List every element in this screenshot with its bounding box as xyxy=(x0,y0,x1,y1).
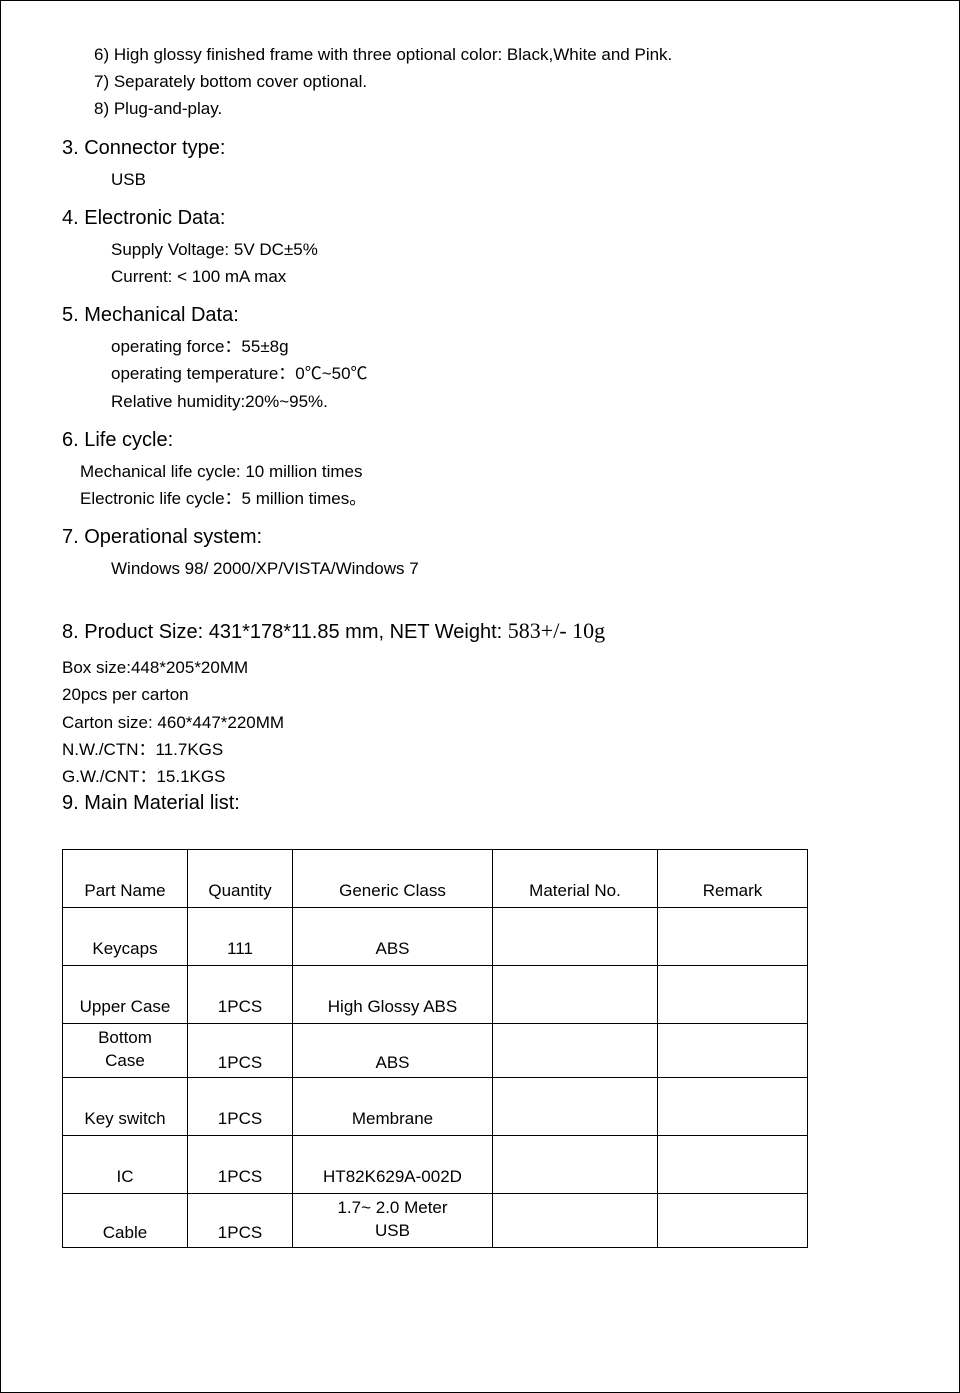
cell-gen: 1.7~ 2.0 MeterUSB xyxy=(293,1194,493,1248)
table-row: Cable 1PCS 1.7~ 2.0 MeterUSB xyxy=(63,1194,808,1248)
cell-gen: HT82K629A-002D xyxy=(293,1136,493,1194)
section-4-line-2: Current: < 100 mA max xyxy=(111,263,904,290)
section-8-weight: 583+/- 10g xyxy=(508,618,605,643)
cell-qty: 1PCS xyxy=(188,1024,293,1078)
table-row: IC 1PCS HT82K629A-002D xyxy=(63,1136,808,1194)
cell-rem xyxy=(658,1024,808,1078)
document-page: 6) High glossy finished frame with three… xyxy=(0,0,960,1393)
cell-rem xyxy=(658,1136,808,1194)
cell-part: BottomCase xyxy=(63,1024,188,1078)
section-5-title: 5. Mechanical Data: xyxy=(62,304,904,327)
cell-qty: 1PCS xyxy=(188,966,293,1024)
material-table: Part Name Quantity Generic Class Materia… xyxy=(62,849,808,1248)
section-3-body: USB xyxy=(111,166,904,193)
section-5-line-3: Relative humidity:20%~95%. xyxy=(111,388,904,415)
pkg-line-2: 20pcs per carton xyxy=(62,681,904,708)
section-4-title: 4. Electronic Data: xyxy=(62,207,904,230)
cell-gen: Membrane xyxy=(293,1078,493,1136)
pkg-line-4: N.W./CTN：11.7KGS xyxy=(62,736,904,763)
section-5-line-1: operating force：55±8g xyxy=(111,333,904,360)
cell-rem xyxy=(658,1194,808,1248)
feature-item-8: 8) Plug-and-play. xyxy=(94,95,904,122)
cell-part: Cable xyxy=(63,1194,188,1248)
section-8-title: 8. Product Size: 431*178*11.85 mm, NET W… xyxy=(62,618,904,644)
cell-part: Key switch xyxy=(63,1078,188,1136)
cell-qty: 1PCS xyxy=(188,1078,293,1136)
pkg-line-3: Carton size: 460*447*220MM xyxy=(62,709,904,736)
section-9-title: 9. Main Material list: xyxy=(62,792,904,815)
cell-qty: 111 xyxy=(188,908,293,966)
pkg-line-5: G.W./CNT：15.1KGS xyxy=(62,763,904,790)
section-7-line-1: Windows 98/ 2000/XP/VISTA/Windows 7 xyxy=(111,555,904,582)
th-material-no: Material No. xyxy=(493,850,658,908)
cell-rem xyxy=(658,966,808,1024)
section-4-line-1: Supply Voltage: 5V DC±5% xyxy=(111,236,904,263)
cell-gen: High Glossy ABS xyxy=(293,966,493,1024)
cell-mat xyxy=(493,1024,658,1078)
cell-rem xyxy=(658,908,808,966)
cell-part: Upper Case xyxy=(63,966,188,1024)
cell-mat xyxy=(493,1078,658,1136)
cell-qty: 1PCS xyxy=(188,1136,293,1194)
cell-mat xyxy=(493,1194,658,1248)
cell-part: Keycaps xyxy=(63,908,188,966)
cell-mat xyxy=(493,908,658,966)
table-header-row: Part Name Quantity Generic Class Materia… xyxy=(63,850,808,908)
th-quantity: Quantity xyxy=(188,850,293,908)
feature-item-7: 7) Separately bottom cover optional. xyxy=(94,68,904,95)
section-8-title-a: 8. Product Size: 431*178*11.85 mm, NET W… xyxy=(62,621,502,643)
table-row: Keycaps 111 ABS xyxy=(63,908,808,966)
section-6-line-2: Electronic life cycle：5 million times。 xyxy=(80,485,904,512)
cell-gen: ABS xyxy=(293,1024,493,1078)
cell-mat xyxy=(493,966,658,1024)
th-generic-class: Generic Class xyxy=(293,850,493,908)
th-remark: Remark xyxy=(658,850,808,908)
section-3-title: 3. Connector type: xyxy=(62,137,904,160)
pkg-line-1: Box size:448*205*20MM xyxy=(62,654,904,681)
section-5-line-2: operating temperature：0℃~50℃ xyxy=(111,360,904,387)
feature-item-6: 6) High glossy finished frame with three… xyxy=(94,41,904,68)
cell-qty: 1PCS xyxy=(188,1194,293,1248)
cell-mat xyxy=(493,1136,658,1194)
cell-gen: ABS xyxy=(293,908,493,966)
cell-rem xyxy=(658,1078,808,1136)
cell-part: IC xyxy=(63,1136,188,1194)
section-7-title: 7. Operational system: xyxy=(62,526,904,549)
table-row: BottomCase 1PCS ABS xyxy=(63,1024,808,1078)
th-part-name: Part Name xyxy=(63,850,188,908)
table-row: Key switch 1PCS Membrane xyxy=(63,1078,808,1136)
section-6-title: 6. Life cycle: xyxy=(62,429,904,452)
section-6-line-1: Mechanical life cycle: 10 million times xyxy=(80,458,904,485)
table-row: Upper Case 1PCS High Glossy ABS xyxy=(63,966,808,1024)
section-8-packaging: Box size:448*205*20MM 20pcs per carton C… xyxy=(62,654,904,790)
